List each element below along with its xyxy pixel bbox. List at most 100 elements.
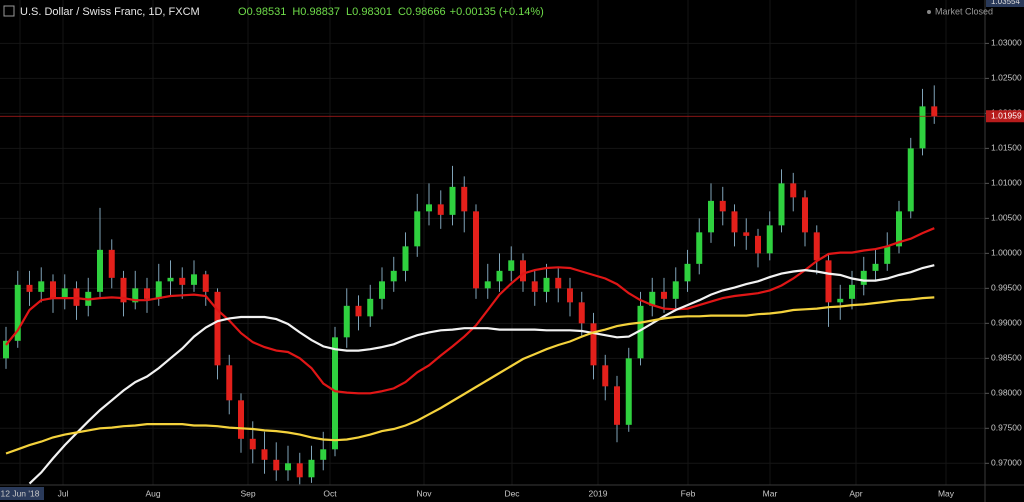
candle-body <box>919 106 926 149</box>
candle-body <box>97 249 103 292</box>
candle-body <box>426 204 432 212</box>
moving-average-line <box>5 296 935 455</box>
candle-body <box>849 284 855 299</box>
candle-body <box>120 277 127 303</box>
candle-body <box>790 183 797 198</box>
grid <box>0 0 985 485</box>
top-price-tag <box>986 0 1024 7</box>
symbol-title[interactable]: U.S. Dollar / Swiss Franc, 1D, FXCM <box>20 6 200 18</box>
candle-body <box>390 270 397 282</box>
candle-body <box>531 281 538 292</box>
candle-body <box>414 211 421 247</box>
candle-body <box>61 288 68 299</box>
y-tick-label: 0.98500 <box>991 353 1022 363</box>
candle-body <box>543 277 550 292</box>
ohlc-label: H <box>292 6 300 18</box>
candle-body <box>684 263 691 282</box>
candle-body <box>238 400 244 439</box>
x-tick-label: 2019 <box>589 488 608 498</box>
candle-body <box>144 288 150 299</box>
y-tick-label: 0.99000 <box>991 318 1022 328</box>
x-label-highlight <box>0 487 44 500</box>
candle-body <box>296 463 303 478</box>
candle-body <box>743 232 750 236</box>
candle-body <box>214 291 221 366</box>
ohlc-legend: O0.98531 H0.98837 L0.98301 C0.98666 +0.00135… <box>238 6 544 18</box>
last-price-tag <box>986 110 1024 123</box>
candle-body <box>907 148 914 212</box>
candle-body <box>661 291 667 299</box>
candle-body <box>155 281 162 299</box>
candle-body <box>731 211 738 233</box>
candle-body <box>132 288 139 303</box>
ohlc-values: O0.98531 H0.98837 L0.98301 C0.98666 +0.00135… <box>238 6 544 18</box>
x-tick-label: Aug <box>145 488 160 498</box>
candle-body <box>320 449 327 460</box>
x-tick-label: Nov <box>416 488 432 498</box>
candle-body <box>50 281 56 299</box>
candle-body <box>14 284 21 341</box>
x-tick-label: Feb <box>681 488 696 498</box>
y-tick-label: 1.01000 <box>991 178 1022 188</box>
candle-body <box>719 200 726 212</box>
candle-body <box>508 260 515 271</box>
candle-body <box>755 235 761 254</box>
ohlc-change: +0.00135 (+0.14%) <box>450 6 544 18</box>
candle-body <box>860 270 867 285</box>
ohlc-label: C <box>398 6 406 18</box>
candle-body <box>872 263 879 271</box>
candle-body <box>778 183 785 226</box>
candle-body <box>896 211 902 247</box>
candle-body <box>343 305 350 338</box>
candle-body <box>637 305 644 359</box>
x-tick-label: May <box>938 488 955 498</box>
candle-body <box>567 288 573 303</box>
ohlc-label: O <box>238 6 247 18</box>
candle-body <box>461 186 468 212</box>
candle-body <box>108 249 115 278</box>
candle-body <box>437 204 444 215</box>
candle-body <box>449 186 456 215</box>
candle-body <box>3 340 9 359</box>
candle-body <box>402 246 409 271</box>
candle-body <box>273 459 280 471</box>
ohlc-value: 0.98837 <box>300 6 340 18</box>
candle-body <box>649 291 656 306</box>
status-dot <box>927 10 931 14</box>
candle-body <box>167 277 174 282</box>
top-price-label: 1.03554 <box>991 0 1020 6</box>
candle-body <box>708 200 714 233</box>
candle-body <box>484 281 491 289</box>
candle-body <box>696 232 703 264</box>
y-tick-label: 1.00500 <box>991 213 1022 223</box>
candle-body <box>884 246 891 264</box>
candle-body <box>249 438 256 450</box>
candle-body <box>520 260 526 282</box>
candle-body <box>766 225 773 254</box>
y-tick-label: 0.99500 <box>991 283 1022 293</box>
candle-body <box>496 270 503 282</box>
x-tick-label: Jul <box>58 488 69 498</box>
candle-body <box>26 284 33 292</box>
candle-body <box>367 298 374 317</box>
candle-body <box>837 298 844 303</box>
candle-body <box>802 197 808 233</box>
candle-body <box>578 302 585 324</box>
ohlc-value: 0.98666 <box>406 6 446 18</box>
collapse-icon[interactable] <box>3 5 15 17</box>
candle-body <box>191 274 197 285</box>
candle-body <box>202 274 209 292</box>
candle-body <box>672 281 679 299</box>
candle-body <box>261 449 268 460</box>
moving-average-line <box>28 264 935 485</box>
x-tick-label: 12 Jun '18 <box>1 488 40 498</box>
candle-body <box>813 232 820 261</box>
x-tick-label: Dec <box>504 488 520 498</box>
candle-body <box>332 337 338 450</box>
last-price-label: 1.01959 <box>991 110 1022 120</box>
y-tick-label: 1.00000 <box>991 248 1022 258</box>
y-tick-label: 1.02500 <box>991 73 1022 83</box>
candle-body <box>825 260 832 303</box>
